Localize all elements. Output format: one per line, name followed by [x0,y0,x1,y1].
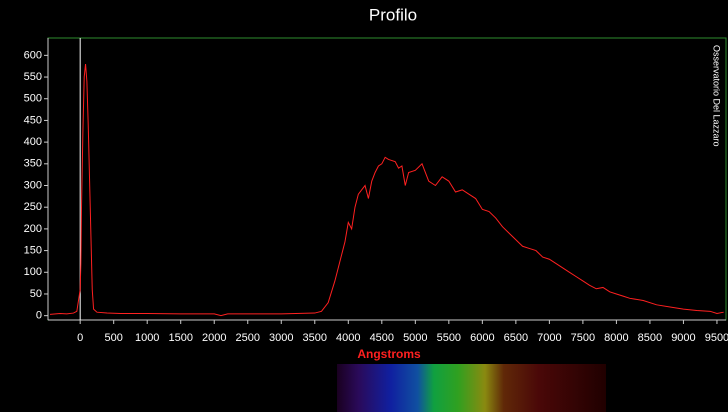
profile-line [49,63,724,317]
x-tick-label: 2500 [236,332,260,344]
y-tick-label: 600 [24,49,42,61]
y-tick-label: 550 [24,71,42,83]
x-tick-label: 5500 [437,332,461,344]
x-axis-label: Angstroms [357,347,421,361]
x-tick-label: 3000 [269,332,293,344]
x-tick-label: 6000 [470,332,494,344]
x-tick-label: 7500 [571,332,595,344]
y-tick-label: 250 [24,201,42,213]
x-tick-label: 500 [105,332,123,344]
x-tick-label: 7000 [537,332,561,344]
y-tick-label: 300 [24,179,42,191]
y-tick-label: 50 [30,288,42,300]
y-tick-label: 450 [24,114,42,126]
x-tick-label: 0 [77,332,83,344]
x-tick-label: 8500 [638,332,662,344]
annotation: Osservatorio Del Lazzaro [712,45,722,147]
x-tick-label: 1000 [135,332,159,344]
x-tick-label: 9500 [705,332,728,344]
x-tick-label: 4500 [370,332,394,344]
y-tick-label: 400 [24,136,42,148]
x-tick-label: 3500 [303,332,327,344]
y-tick-label: 0 [36,310,42,322]
x-tick-label: 8000 [604,332,628,344]
y-tick-label: 150 [24,244,42,256]
y-tick-label: 500 [24,93,42,105]
y-tick-label: 200 [24,223,42,235]
spectrum-strip [337,364,606,412]
chart-title: Profilo [369,5,417,24]
x-tick-label: 2000 [202,332,226,344]
x-tick-label: 6500 [504,332,528,344]
y-tick-label: 350 [24,158,42,170]
x-tick-label: 5000 [403,332,427,344]
x-tick-label: 1500 [168,332,192,344]
y-tick-label: 100 [24,266,42,278]
x-tick-label: 4000 [336,332,360,344]
x-tick-label: 9000 [671,332,695,344]
